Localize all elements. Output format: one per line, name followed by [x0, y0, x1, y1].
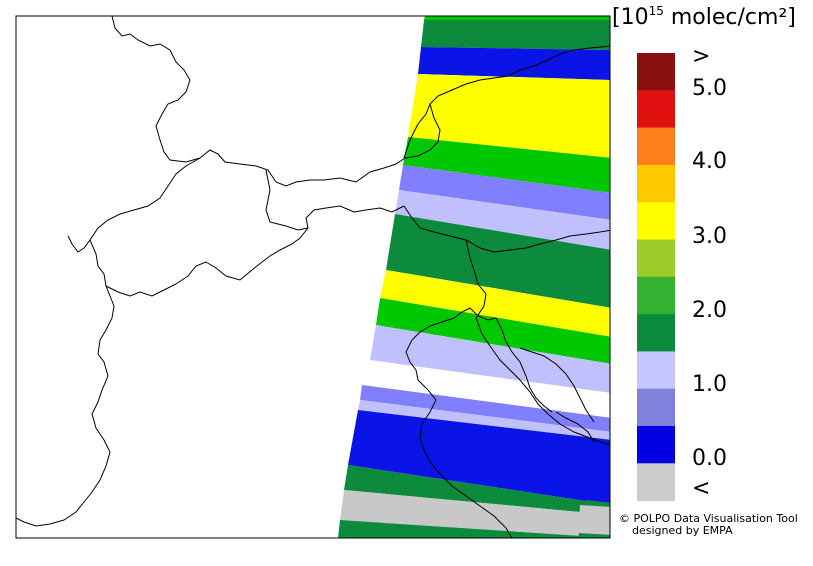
swath-band	[395, 190, 610, 250]
colorbar-swatch	[637, 351, 675, 390]
credit-line-1: © POLPO Data Visualisation Tool	[619, 512, 798, 525]
colorbar-swatch	[637, 164, 675, 203]
swath-band	[344, 465, 610, 515]
swath-band	[340, 490, 610, 538]
colorbar-swatch	[637, 388, 675, 427]
colorbar-swatch	[637, 239, 675, 278]
swath-band	[424, 16, 610, 20]
country-borders	[16, 16, 610, 538]
colorbar-swatch	[637, 53, 675, 91]
colorbar-unit-label: [1015 molec/cm²]	[612, 4, 796, 30]
colorbar-swatch	[637, 90, 675, 129]
swath-band	[386, 214, 610, 308]
colorbar-tick: 0.0	[692, 446, 727, 471]
swath-band	[403, 137, 610, 193]
swath-band	[418, 47, 610, 80]
colorbar-tick: 2.0	[692, 298, 727, 323]
unit-prefix: 10	[620, 5, 649, 30]
credit-line-2: designed by EMPA	[632, 524, 733, 537]
swath-band	[360, 385, 610, 432]
colorbar-tick: >	[692, 44, 711, 69]
colorbar-tick: 1.0	[692, 372, 727, 397]
colorbar-tick: 5.0	[692, 76, 727, 101]
unit-exponent: 15	[648, 4, 664, 18]
colorbar-tick: 3.0	[692, 224, 727, 249]
swath-band	[399, 165, 610, 220]
swath-band	[380, 270, 610, 337]
swath-band	[370, 325, 610, 393]
swath-band	[348, 410, 610, 505]
satellite-swath	[338, 16, 610, 538]
colorbar-swatch	[637, 127, 675, 166]
colorbar-swatch	[637, 426, 675, 464]
colorbar-swatch	[637, 463, 675, 502]
unit-open-bracket: [	[612, 5, 621, 30]
swath-band	[376, 298, 610, 364]
unit-suffix: molec/cm²	[670, 5, 788, 30]
colorbar-swatch	[637, 202, 675, 240]
unit-close-bracket: ]	[787, 5, 796, 30]
swath-band	[338, 520, 610, 538]
swath-band	[408, 74, 610, 158]
map-frame	[15, 15, 611, 539]
colorbar-tick: <	[692, 476, 711, 501]
colorbar-swatch	[637, 276, 675, 315]
swath-band	[421, 20, 610, 50]
swath-band	[358, 400, 610, 440]
colorbar	[637, 53, 675, 502]
colorbar-tick: 4.0	[692, 149, 727, 174]
colorbar-swatch	[637, 314, 675, 352]
swath-band	[578, 505, 610, 535]
